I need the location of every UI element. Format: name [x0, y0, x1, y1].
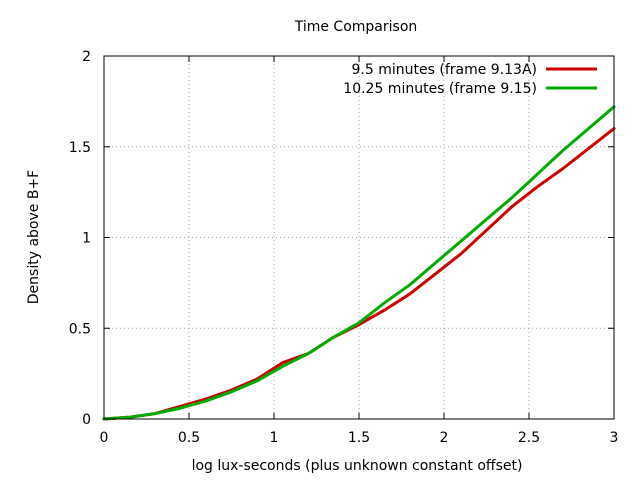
x-tick-label: 3 [610, 430, 619, 446]
chart-title: Time Comparison [294, 19, 418, 35]
legend-label-0: 9.5 minutes (frame 9.13A) [352, 62, 537, 78]
x-tick-label: 2.5 [518, 430, 540, 446]
y-tick-label: 0.5 [69, 321, 91, 337]
tick-labels: 0 0.5 1 1.5 2 2.5 3 0 0.5 1 1.5 2 [69, 49, 619, 446]
y-tick-label: 2 [82, 49, 91, 65]
x-tick-label: 2 [440, 430, 449, 446]
y-tick-label: 1.5 [69, 140, 91, 156]
series-line-0 [102, 127, 616, 421]
x-tick-label: 1.5 [348, 430, 370, 446]
y-tick-label: 1 [82, 231, 91, 247]
series-lines [102, 105, 616, 421]
grid [104, 56, 614, 419]
x-tick-label: 1 [270, 430, 279, 446]
series-line-1 [102, 105, 616, 421]
x-axis-label: log lux-seconds (plus unknown constant o… [192, 458, 523, 474]
legend: 9.5 minutes (frame 9.13A) 10.25 minutes … [343, 62, 597, 97]
y-axis-label: Density above B+F [26, 170, 42, 304]
x-tick-label: 0 [100, 430, 109, 446]
x-tick-label: 0.5 [178, 430, 200, 446]
legend-label-1: 10.25 minutes (frame 9.15) [343, 81, 537, 97]
plot-area-border [103, 55, 615, 420]
y-tick-label: 0 [82, 412, 91, 428]
